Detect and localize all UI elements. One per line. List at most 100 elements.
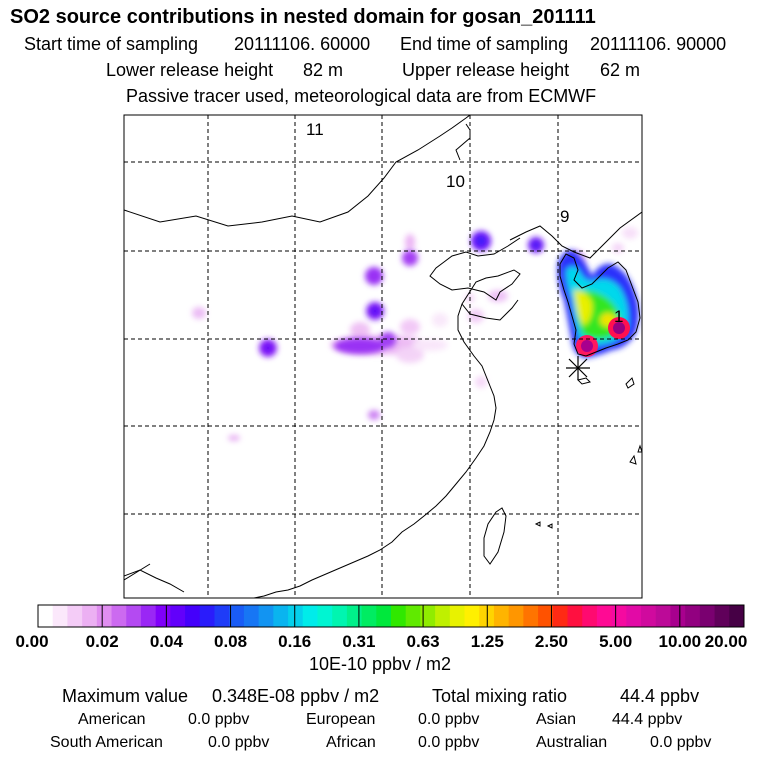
colorbar-segment [332,605,348,627]
plume-patch [622,227,638,239]
colorbar-segment [611,605,627,627]
colorbar-tick-label: 0.31 [342,632,376,651]
colorbar-segment [288,605,304,627]
colorbar-segment [552,605,568,627]
plume-patch [368,410,380,420]
colorbar-segment [729,605,745,627]
colorbar-tick-label: 0.16 [278,632,312,651]
region-name: South American [50,734,163,751]
colorbar-segment [596,605,613,627]
max-value: 0.348E-08 ppbv / m2 [212,686,380,706]
colorbar-segment [273,605,289,627]
colorbar-tick-label: 2.50 [534,632,568,651]
colorbar-segment [567,605,583,627]
region-label-1: 1 [614,307,623,326]
colorbar-segment [155,605,171,627]
hotspot [263,343,273,353]
colorbar-segment [714,605,730,627]
colorbar-segment [214,605,230,627]
colorbar-tick-label: 0.08 [213,632,248,651]
colorbar-tick-label: 1.25 [470,632,504,651]
colorbar-segment [82,605,98,627]
colorbar-segment [361,605,377,627]
region-label-11: 11 [306,120,324,139]
colorbar-segment [538,605,554,627]
colorbar-segment [626,605,642,627]
colorbar-segment [140,605,157,627]
colorbar-segment [464,605,480,627]
hotspot [370,306,380,316]
colorbar-segment [449,605,466,627]
bohai-coast [429,237,521,321]
plume-patch [228,435,240,441]
plume-patch [432,313,448,327]
japan-islands [534,377,642,529]
receptor-marker [566,356,590,380]
colorbar-segment [52,605,68,627]
colorbar-segment [229,605,245,627]
colorbar-segment [405,605,421,627]
colorbar-segment [302,605,318,627]
map-frame [123,114,643,599]
concentration-field [124,115,642,598]
colorbar-segment [317,605,333,627]
colorbar-segment [185,605,201,627]
chart-title: SO2 source contributions in nested domai… [10,6,596,28]
colorbar-segment [420,605,436,627]
colorbar-segment [170,605,186,627]
korea-field-yellow [574,290,593,326]
colorbar-segment [199,605,215,627]
max-value-label: Maximum value [62,686,189,706]
colorbar-segment [670,605,686,627]
region-label-9: 9 [560,207,569,226]
end-time-label: End time of sampling [400,34,569,54]
colorbar-frame [37,604,745,628]
plume-patch [396,347,424,363]
colorbar-segment [243,605,260,627]
region-value: 0.0 ppbv [188,711,250,728]
start-time-value: 20111106. 60000 [234,34,371,54]
plume-patch [475,376,487,388]
colorbar-segment [699,605,716,627]
china-mongolia-border [124,115,471,227]
colorbar-segment [126,605,142,627]
colorbar-tick-label: 0.00 [15,632,49,651]
jeju [577,377,591,385]
region-name: African [326,734,376,751]
hotspot [380,332,396,348]
colorbar-segment [435,605,451,627]
tracer-note: Passive tracer used, meteorological data… [126,86,597,106]
east-china-coast [253,303,497,598]
region-name: Australian [536,734,608,751]
colorbar-tick-label: 0.04 [149,632,183,651]
colorbar-segment [96,605,113,627]
region-name: European [306,711,376,728]
map-grid [124,115,642,598]
lower-height-label: Lower release height [106,60,274,80]
colorbar-segment [38,605,54,627]
start-time-label: Start time of sampling [24,34,199,54]
colorbar-segment [346,605,363,627]
lower-height-value: 82 m [303,60,344,80]
plume-patch [192,307,206,319]
end-time-value: 20111106. 90000 [590,34,727,54]
colorbar-segment [493,605,510,627]
china-korea-border [509,211,642,259]
region-value: 0.0 ppbv [418,711,480,728]
hainan-coast [124,569,185,593]
colorbar-tick-label: 5.00 [599,632,633,651]
hotspot [532,241,540,249]
inland-border [124,563,151,598]
region-value: 44.4 ppbv [612,711,683,728]
colorbar-unit: 10E-10 ppbv / m2 [308,654,452,674]
plume-patch [350,322,370,338]
map-frame-bg [124,115,642,598]
colorbar-segment [508,605,524,627]
plume-patch [400,319,420,335]
colorbar-segment [582,605,598,627]
colorbar-segment [391,605,407,627]
taiwan [483,507,507,565]
colorbar-segment [258,605,274,627]
hotspot [402,250,418,266]
